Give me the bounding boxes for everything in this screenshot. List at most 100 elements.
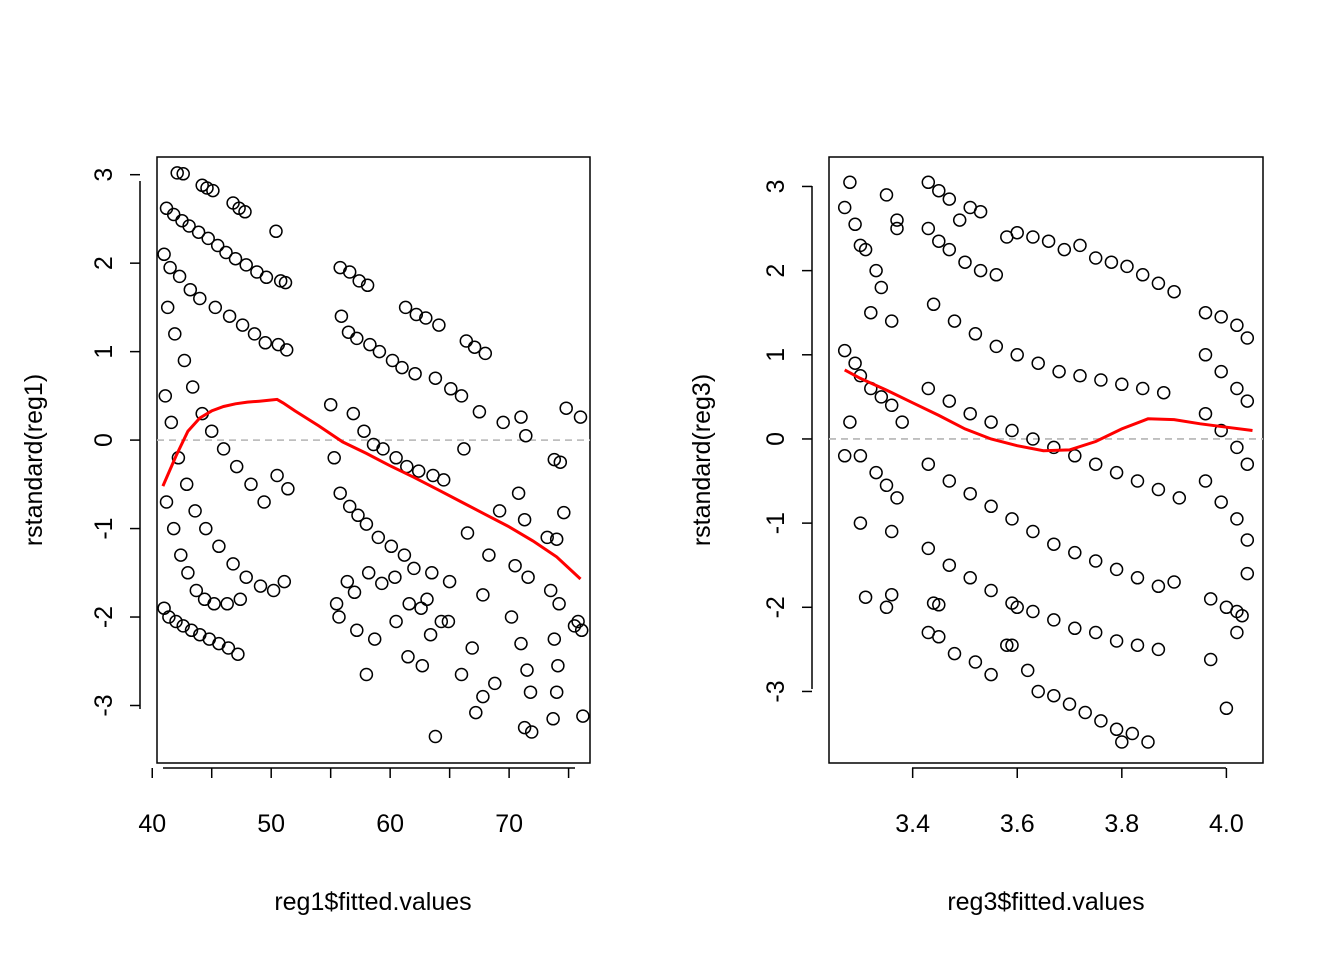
data-point [402,597,416,611]
data-point [848,217,862,232]
data-point [472,405,487,419]
data-point [169,614,183,629]
data-point [932,234,946,248]
x-tick-label: 4.0 [1209,810,1244,838]
data-point [546,712,560,726]
data-point [389,451,403,465]
data-point [547,452,562,467]
data-point [278,275,293,290]
data-point [1068,621,1082,636]
data-point [188,504,202,518]
data-point [843,415,857,429]
data-point [191,225,206,239]
data-point [574,623,589,638]
data-point [973,263,988,278]
data-point [864,305,878,320]
data-point [469,705,483,720]
data-point [1005,512,1019,526]
data-point [1115,377,1129,392]
data-point [375,576,389,591]
data-point [409,307,424,322]
data-point [199,521,213,536]
right-x-axis-title: reg3$fitted.values [947,888,1144,916]
data-point [376,442,390,456]
data-point [984,499,998,514]
data-point [1026,432,1040,446]
data-point [1135,381,1150,396]
data-point [520,663,534,677]
data-point [389,614,403,629]
data-point [350,623,364,638]
data-point [162,610,176,624]
data-point [884,524,899,539]
data-point [968,655,983,669]
data-point [837,449,852,463]
left-panel: 40 50 60 70 -3 -2 -1 0 1 2 3 reg1$fitted.values r… [20,156,591,916]
data-point [1230,440,1244,455]
data-point [549,532,564,546]
y-tick-label: -3 [90,694,118,716]
data-point [1005,638,1019,652]
data-point [459,334,474,348]
data-point [879,478,894,493]
data-point [222,309,237,323]
data-point [166,207,181,222]
data-point [244,477,258,492]
data-point [973,204,988,219]
data-point [942,474,957,488]
data-point [166,521,181,536]
data-point [1172,491,1187,505]
data-point [269,224,283,239]
data-point [921,541,936,556]
data-point [159,495,174,509]
data-point [1068,449,1082,463]
data-point [179,477,194,492]
data-point [1047,688,1061,703]
data-point [482,548,496,562]
data-point [549,685,564,699]
data-point [216,442,231,456]
data-point [414,601,428,615]
y-tick-label: -2 [762,596,790,618]
data-point [521,570,535,584]
data-point [879,600,894,615]
data-point [388,570,402,584]
data-point [1088,625,1103,640]
left-y-axis-title: rstandard(reg1) [20,374,48,546]
data-point [281,482,295,496]
data-point [1135,268,1150,282]
x-tick-label: 40 [138,810,166,838]
x-tick-label: 50 [257,810,285,838]
x-tick-label: 70 [495,810,523,838]
data-point [853,516,868,530]
data-point [352,274,366,288]
y-tick-label: 0 [90,433,118,447]
data-point [1109,634,1124,648]
right-y-axis-title: rstandard(reg3) [688,374,716,546]
data-point [157,247,171,262]
data-point [436,473,451,487]
data-point [1062,697,1077,711]
data-point [1088,554,1103,568]
data-point [843,175,857,190]
data-point [1198,348,1213,362]
data-point [488,676,502,691]
data-point [357,424,371,438]
data-point [189,583,204,598]
data-point [201,231,215,246]
data-point [442,574,457,589]
data-point [168,327,182,341]
data-point [228,251,243,266]
data-point [519,428,533,443]
data-point [323,397,338,412]
data-point [1167,284,1181,299]
data-point [1141,735,1155,749]
data-point [1031,684,1045,699]
data-point [1041,234,1056,248]
data-point [890,491,904,505]
data-point [1240,533,1255,547]
y-tick-label: 3 [90,168,118,182]
left-y-ticks: -3 -2 -1 0 1 2 3 [90,168,140,717]
data-point [1115,735,1129,749]
data-point [1026,604,1040,619]
